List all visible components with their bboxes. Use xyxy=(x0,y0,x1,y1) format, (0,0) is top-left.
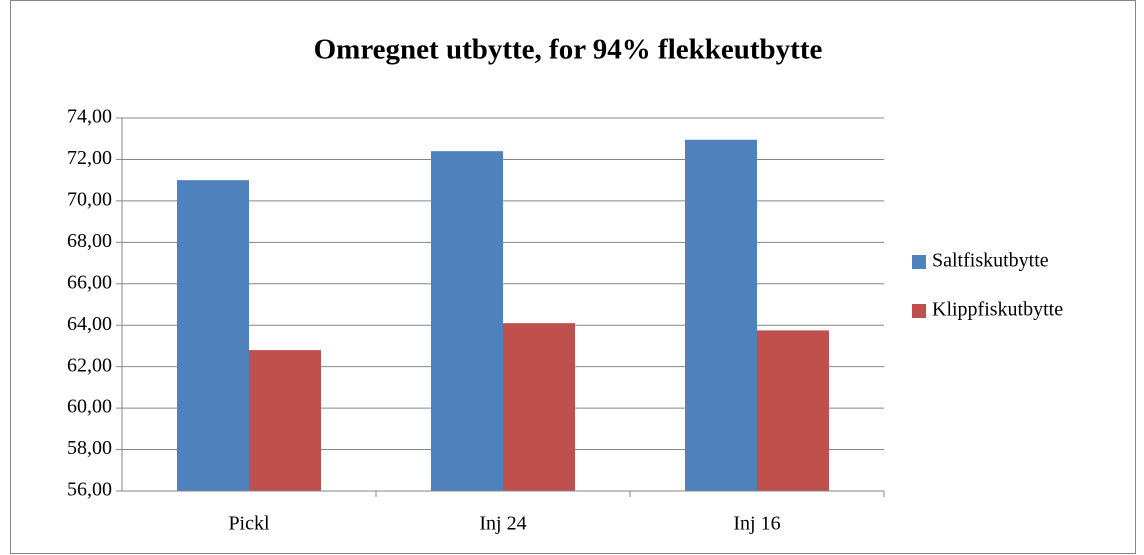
bar xyxy=(431,151,503,491)
x-tick-label: Inj 24 xyxy=(479,513,526,535)
y-tick-label: 62,00 xyxy=(67,354,112,376)
y-tick-label: 60,00 xyxy=(67,396,112,418)
bar xyxy=(757,330,829,491)
y-tick-label: 68,00 xyxy=(67,230,112,252)
y-tick-label: 56,00 xyxy=(67,479,112,501)
legend-label: Saltfiskutbytte xyxy=(932,250,1049,272)
bar xyxy=(503,323,575,491)
y-tick-label: 58,00 xyxy=(67,437,112,459)
y-tick-label: 70,00 xyxy=(67,188,112,210)
bar xyxy=(177,180,249,491)
x-tick-label: Pickl xyxy=(228,513,270,535)
y-tick-label: 74,00 xyxy=(67,106,112,128)
legend-swatch xyxy=(912,255,926,269)
x-tick-label: Inj 16 xyxy=(733,513,780,535)
y-tick-label: 66,00 xyxy=(67,271,112,293)
y-tick-label: 64,00 xyxy=(67,313,112,335)
y-tick-label: 72,00 xyxy=(67,147,112,169)
chart-title: Omregnet utbytte, for 94% flekkeutbytte xyxy=(314,34,823,66)
bar xyxy=(685,139,757,491)
bar xyxy=(249,350,321,491)
legend-swatch xyxy=(912,304,926,318)
legend-label: Klippfiskutbytte xyxy=(932,299,1063,321)
